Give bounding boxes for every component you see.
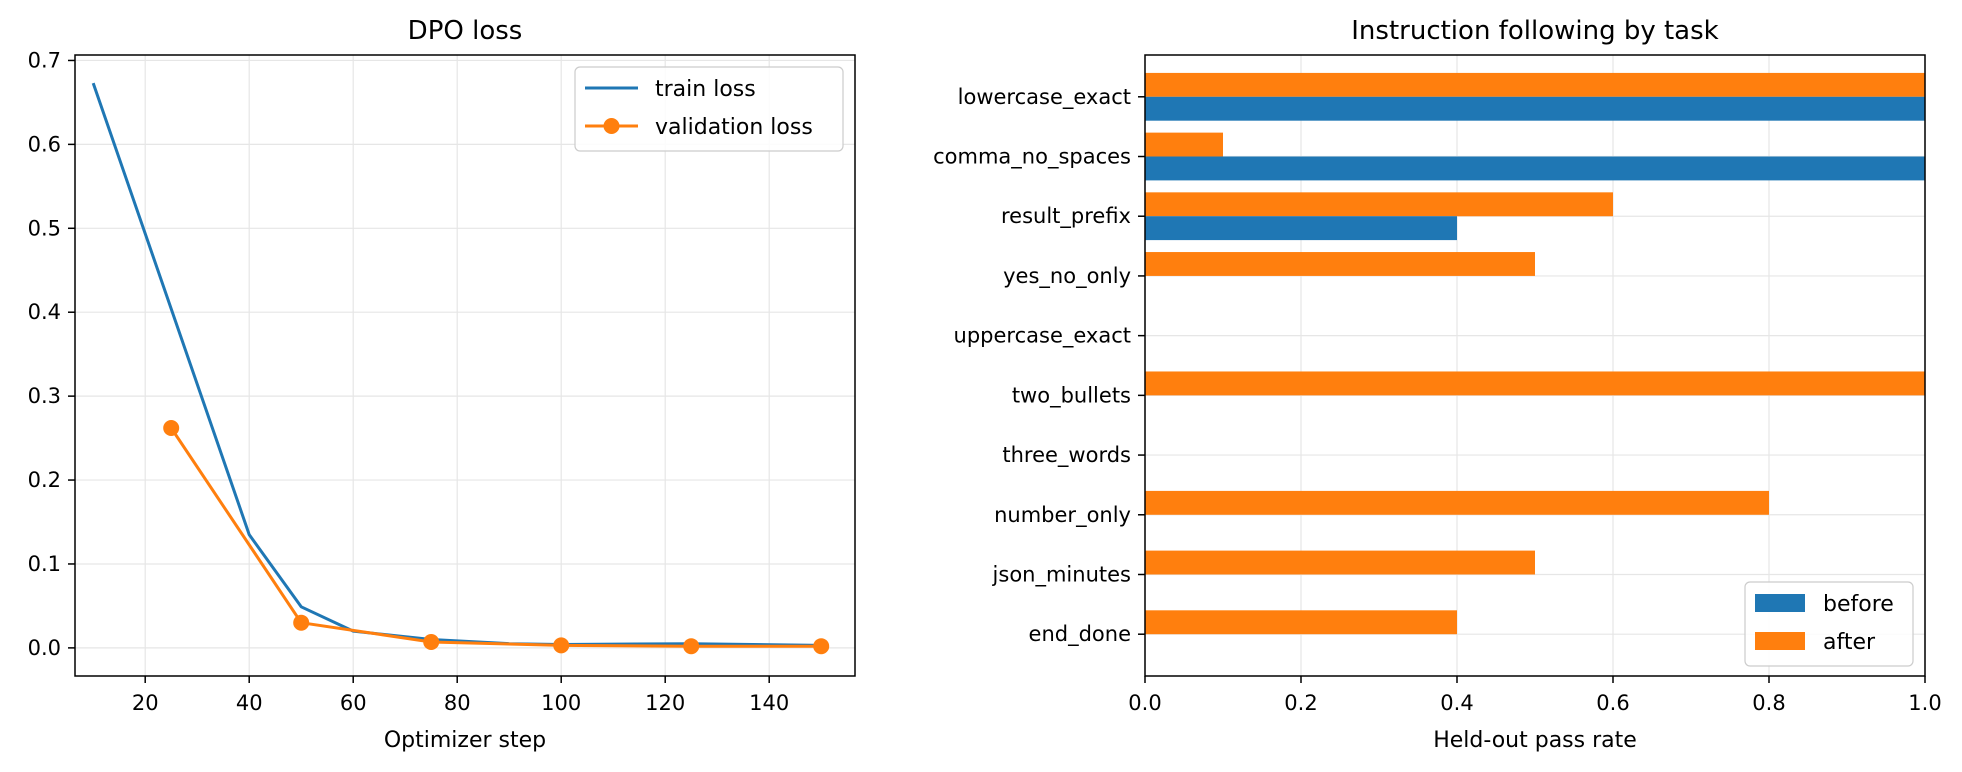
y-tick-label: 0.5 — [28, 216, 61, 240]
bar-before — [1145, 96, 1925, 121]
instruction-following-chart: 0.0 0.2 0.4 0.6 0.8 1.0 lowercase_exact comma_n… — [933, 16, 1942, 753]
y-tick-label: 0.4 — [28, 300, 61, 324]
x-tick-label: 80 — [444, 691, 471, 715]
y-tick-label: json_minutes — [992, 562, 1131, 587]
y-tick-label: two_bullets — [1012, 383, 1131, 408]
y-tick-label: end_done — [1029, 622, 1131, 647]
x-tick-label: 1.0 — [1908, 691, 1941, 715]
bar-after — [1145, 610, 1457, 635]
dpo-loss-chart: 20 40 60 80 100 120 140 0.0 0.1 0.2 0.3 0.4 0.5 0.6 0.… — [28, 16, 856, 753]
bar-after — [1145, 252, 1535, 276]
bar-after — [1145, 490, 1769, 515]
bar-after — [1145, 72, 1925, 97]
x-tick-label: 40 — [236, 691, 263, 715]
y-tick-label: 0.3 — [28, 384, 61, 408]
bar-after — [1145, 371, 1925, 396]
x-axis-label: Optimizer step — [384, 728, 546, 753]
legend-swatch — [1755, 632, 1805, 650]
legend-box — [574, 66, 844, 152]
legend-label: validation loss — [655, 115, 813, 140]
x-tick-label: 100 — [541, 691, 581, 715]
y-tick-label: uppercase_exact — [954, 324, 1131, 349]
bar-before — [1145, 156, 1925, 181]
y-tick-label: lowercase_exact — [958, 85, 1131, 110]
x-tick-label: 0.2 — [1284, 691, 1317, 715]
plot-frame — [74, 54, 856, 677]
y-tick-label: 0.7 — [28, 48, 61, 72]
data-point — [683, 638, 700, 655]
y-tick-label: 0.0 — [28, 636, 61, 660]
chart-title: Instruction following by task — [1351, 16, 1718, 46]
y-tick-label: 0.1 — [28, 552, 61, 576]
x-tick-label: 60 — [340, 691, 367, 715]
data-point — [293, 614, 310, 631]
legend-label: train loss — [655, 77, 756, 102]
legend-swatch — [1755, 594, 1805, 612]
y-tick-label: three_words — [1002, 443, 1131, 468]
data-point — [813, 638, 830, 655]
bar-after — [1145, 550, 1535, 575]
y-tick-label: comma_no_spaces — [933, 145, 1131, 170]
bar-after — [1145, 192, 1613, 217]
legend: before after — [1744, 581, 1914, 667]
data-point — [423, 634, 440, 651]
y-tick-label: number_only — [994, 503, 1131, 528]
y-tick-label: yes_no_only — [1003, 264, 1131, 289]
x-tick-label: 0.4 — [1440, 691, 1473, 715]
x-tick-label: 140 — [749, 691, 789, 715]
x-axis-label: Held-out pass rate — [1433, 728, 1637, 753]
y-tick-label: 0.6 — [28, 132, 61, 156]
legend: train loss validation loss — [574, 66, 844, 152]
x-tick-label: 120 — [645, 691, 685, 715]
legend-label: before — [1823, 592, 1894, 617]
data-point — [163, 420, 180, 437]
chart-title: DPO loss — [408, 16, 523, 46]
x-tick-label: 20 — [132, 691, 159, 715]
y-tick-label: result_prefix — [1001, 204, 1131, 229]
plot-frame — [1144, 54, 1926, 677]
x-tick-label: 0.8 — [1752, 691, 1785, 715]
legend-marker — [603, 118, 620, 134]
legend-label: after — [1823, 630, 1876, 655]
x-tick-label: 0.0 — [1128, 691, 1161, 715]
y-tick-label: 0.2 — [28, 468, 61, 492]
data-point — [553, 637, 570, 654]
bar-before — [1145, 216, 1457, 241]
x-tick-label: 0.6 — [1596, 691, 1629, 715]
series-line-validation-loss — [169, 427, 822, 648]
bar-after — [1145, 132, 1223, 157]
